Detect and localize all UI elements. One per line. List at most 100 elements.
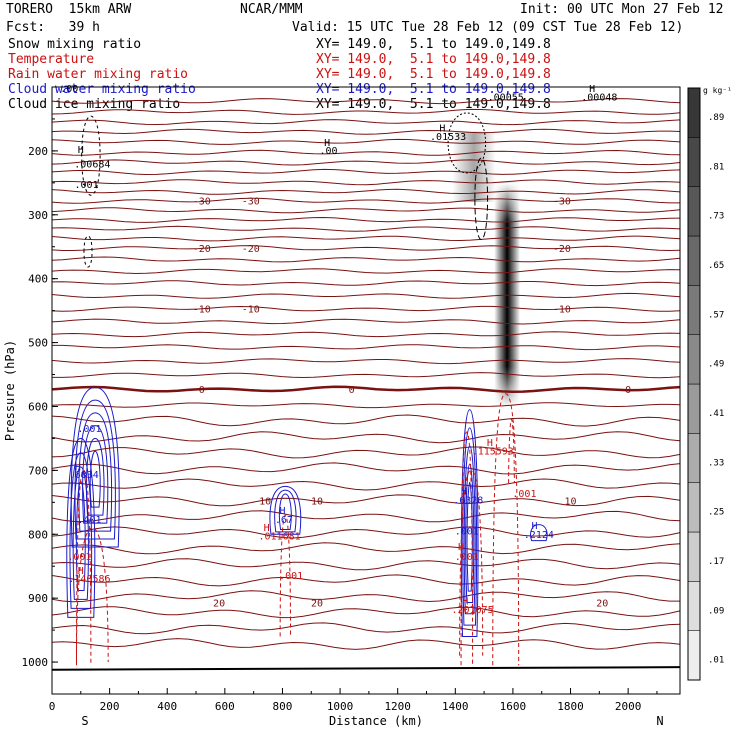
isotherm-line (51, 245, 681, 252)
extremum-value: .001 (67, 552, 91, 563)
cloud-water-contour (69, 452, 93, 609)
colorbar-layer: .01 .09 .17 .25 .33 .41 .49 .57 .65 .73 .81 .89 g kg… (687, 86, 732, 681)
isotherm-line (51, 268, 681, 275)
extremum-value: .67 (275, 515, 293, 526)
extremum-marker: H (75, 462, 81, 473)
extremum-value: .001 (455, 526, 479, 537)
extremum-value: .401 (77, 515, 101, 526)
rain-water-contour (492, 393, 520, 666)
rain-water-contour (508, 418, 515, 484)
extremum-marker: H (78, 566, 84, 577)
x-tick-label: 600 (215, 700, 235, 713)
isotherm-label: 10 (311, 496, 323, 507)
y-tick-label: 700 (28, 464, 48, 477)
extremum-marker: H (439, 124, 445, 135)
label-layer: -30 -30 -30 -20 -20 -20 -10 -10 -10 0 0 0 10 10 10 20 20… (60, 84, 631, 616)
cloud-water-contour (82, 425, 109, 524)
legend-label-cloud-ice: Cloud ice mixing ratio (8, 97, 181, 112)
ice-contour (81, 115, 101, 196)
isotherm-label: 20 (596, 599, 608, 610)
legend-label-snow: Snow mixing ratio (8, 37, 142, 52)
colorbar-swatch (687, 531, 701, 582)
cloud-water-contour (70, 386, 120, 548)
colorbar-tick-label: .33 (708, 458, 724, 468)
colorbar-swatch (687, 482, 701, 533)
extremum-value: .140586 (68, 574, 110, 585)
isotherm-line (51, 431, 681, 444)
colorbar-tick-label: .25 (708, 508, 724, 518)
x-tick-label: 1400 (442, 700, 469, 713)
extremum-marker: H (264, 523, 270, 534)
extremum-value: .00048 (581, 92, 617, 103)
cloud-water-contour (278, 493, 292, 530)
cloud-water-contour (462, 427, 478, 626)
isotherm-line (51, 606, 681, 619)
colorbar-tick-label: .01 (708, 656, 724, 666)
cloud-water-contour (530, 524, 548, 542)
endpoint-left: S (81, 714, 88, 728)
isotherm-line (51, 622, 681, 635)
colorbar-swatch (687, 334, 701, 385)
colorbar-swatch (687, 630, 701, 681)
extremum-value: .011681 (258, 531, 300, 542)
isotherm-line (51, 446, 681, 459)
isotherm-label: -30 (553, 197, 571, 208)
colorbar-swatch (687, 137, 701, 187)
extremum-value: .115593 (472, 446, 514, 457)
isotherm-line (51, 358, 681, 365)
extremum-marker: H (462, 597, 468, 608)
extremum-marker: H (279, 506, 285, 517)
legend-xy-temperature: XY= 149.0, 5.1 to 149.0,149.8 (316, 52, 551, 67)
isotherm-line (51, 188, 681, 195)
isotherm-line (51, 385, 681, 394)
x-tick-label: 1200 (384, 700, 411, 713)
extremum-value: .001 (75, 180, 99, 191)
colorbar-tick-label: .49 (708, 360, 724, 370)
extremum-marker: H (461, 487, 467, 498)
isotherm-line (51, 98, 681, 105)
center-title: NCAR/MMM (240, 2, 303, 17)
isotherm-label: 0 (199, 385, 205, 396)
x-tick-label: 2000 (615, 700, 642, 713)
extremum-marker: H (589, 84, 595, 95)
isotherm-line (51, 318, 681, 325)
y-tick-label: 200 (28, 145, 48, 158)
colorbar-swatch (687, 433, 701, 483)
colorbar-unit: g kg⁻¹ (703, 86, 732, 95)
isotherm-line (51, 414, 681, 427)
isotherm-line (51, 159, 681, 166)
extremum-value: .6834 (69, 470, 99, 481)
isotherm-label: 10 (259, 496, 271, 507)
isotherm-line (52, 372, 681, 379)
isotherm-line (51, 235, 681, 242)
x-tick-label: 0 (49, 700, 56, 713)
isotherm-line (51, 574, 681, 587)
extremum-value: .001 (279, 571, 303, 582)
rain-water-contour (75, 527, 109, 663)
colorbar-tick-label: .17 (708, 557, 724, 567)
legend-xy-snow: XY= 149.0, 5.1 to 149.0,149.8 (316, 37, 551, 52)
isotherm-line (51, 305, 681, 312)
isotherm-label: -20 (242, 244, 260, 255)
y-tick-label: 400 (28, 273, 48, 286)
legend-label-rain: Rain water mixing ratio (8, 67, 189, 82)
isotherm-line (51, 558, 681, 571)
isotherm-label: -10 (193, 305, 211, 316)
colorbar-swatch (687, 581, 701, 631)
rain-water-contour (279, 514, 292, 637)
cloud-water-contour (274, 489, 297, 533)
ground-line (51, 666, 681, 671)
x-tick-label: 400 (157, 700, 177, 713)
isotherm-line (51, 590, 680, 603)
isotherm-line (51, 179, 681, 186)
init-time: Init: 00 UTC Mon 27 Feb 12 (520, 2, 724, 17)
isotherm-line (51, 292, 681, 299)
y-tick-label: 800 (28, 528, 48, 541)
isotherm-line (51, 526, 681, 539)
endpoint-right: N (656, 714, 663, 728)
x-axis-title: Distance (km) (329, 714, 423, 728)
colorbar-frame (687, 87, 701, 681)
y-tick-label: 600 (28, 400, 48, 413)
isotherm-label: -30 (193, 197, 211, 208)
